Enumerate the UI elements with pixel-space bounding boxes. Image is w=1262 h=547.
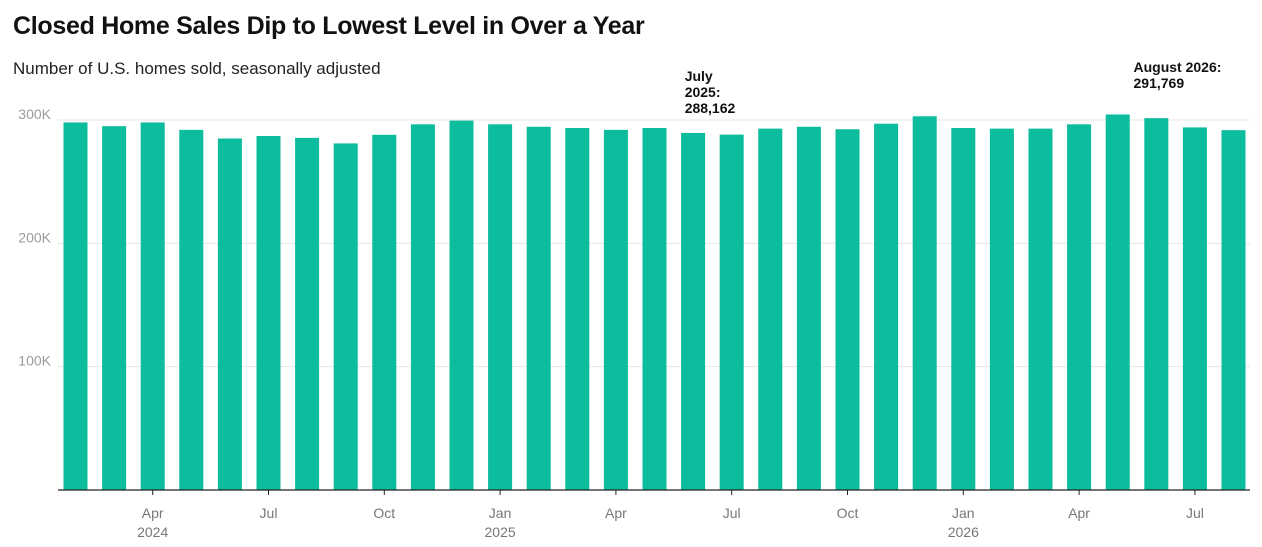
annotation-line: 288,162 (685, 100, 736, 116)
bar (951, 128, 976, 490)
bar (102, 126, 127, 491)
y-tick-label: 300K (18, 106, 51, 122)
y-axis-ticks: 100K 200K 300K (18, 106, 51, 369)
x-tick-year-label: 2025 (485, 524, 516, 540)
annotation: August 2026:291,769 (1134, 59, 1222, 91)
y-tick-label: 200K (18, 229, 51, 245)
bar (565, 128, 590, 490)
x-tick-label: Apr (142, 505, 164, 521)
bar (796, 126, 821, 491)
x-tick-label: Jan (952, 505, 975, 521)
bar (835, 129, 860, 490)
x-tick-label: Jul (260, 505, 278, 521)
y-tick-label: 100K (18, 353, 51, 369)
bar (410, 124, 435, 491)
bar (295, 137, 320, 490)
bar (488, 124, 513, 491)
bar (449, 120, 474, 490)
bar (1028, 128, 1053, 490)
bar (758, 128, 783, 490)
annotation-line: 291,769 (1134, 75, 1185, 91)
bar (1067, 124, 1092, 491)
bar (989, 128, 1014, 490)
bars (63, 114, 1246, 491)
chart-title: Closed Home Sales Dip to Lowest Level in… (13, 12, 645, 40)
x-tick-label: Jul (723, 505, 741, 521)
x-tick-label: Jul (1186, 505, 1204, 521)
x-axis-ticks: Apr 2024 Jul Oct Jan 2025 Apr Jul Oct Jan 2026 Apr J… (137, 490, 1204, 540)
bar (719, 134, 744, 490)
bar (603, 129, 628, 490)
annotation-line: 2025: (685, 84, 721, 100)
bar (140, 122, 165, 490)
x-tick-label: Apr (1068, 505, 1090, 521)
annotation-line: July (685, 68, 713, 84)
x-tick-label: Apr (605, 505, 627, 521)
bar (912, 116, 937, 491)
bar (256, 136, 281, 491)
chart-subtitle: Number of U.S. homes sold, seasonally ad… (13, 59, 381, 78)
x-tick-label: Oct (837, 505, 859, 521)
bar (681, 132, 706, 490)
bar (1221, 130, 1246, 491)
x-tick-year-label: 2026 (948, 524, 979, 540)
bar (179, 129, 204, 490)
bar (372, 134, 397, 491)
bar (1144, 118, 1169, 491)
bar (526, 126, 551, 491)
bar (217, 138, 242, 490)
bar (1105, 114, 1130, 490)
x-tick-year-label: 2024 (137, 524, 168, 540)
bar (874, 123, 899, 490)
x-tick-label: Jan (489, 505, 512, 521)
bar (642, 128, 667, 490)
annotation-line: August 2026: (1134, 59, 1222, 75)
bar (1182, 127, 1207, 491)
x-tick-label: Oct (373, 505, 395, 521)
bar (333, 143, 358, 490)
bar (63, 122, 88, 490)
